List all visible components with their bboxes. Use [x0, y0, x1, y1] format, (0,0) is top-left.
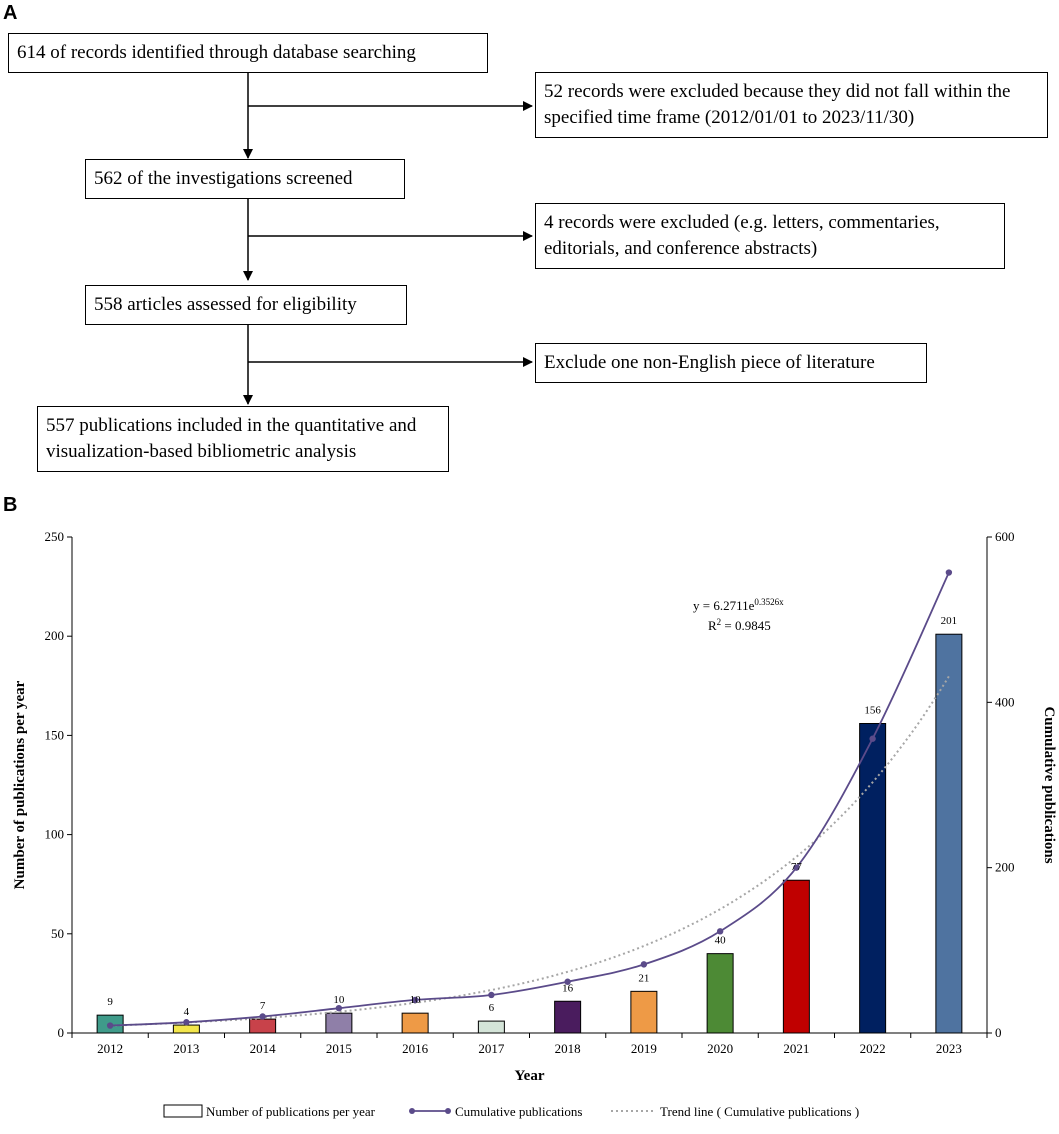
trend-line	[110, 675, 950, 1027]
x-tick-label: 2021	[783, 1041, 809, 1056]
x-tick-label: 2019	[631, 1041, 657, 1056]
bar-data-label: 4	[184, 1006, 190, 1018]
flowchart-arrows	[243, 72, 533, 405]
cumulative-point	[793, 864, 800, 871]
right-tick-label: 600	[995, 529, 1015, 544]
legend-bar-swatch	[163, 1104, 203, 1118]
cumulative-point	[640, 961, 648, 968]
left-tick-label: 200	[45, 628, 65, 643]
legend-line-marker	[409, 1108, 415, 1114]
left-tick-label: 250	[45, 529, 65, 544]
bar-data-label: 10	[333, 994, 345, 1006]
legend-line-label: Cumulative publications	[455, 1104, 582, 1119]
panel-a-label: A	[3, 2, 18, 24]
cumulative-point	[716, 928, 724, 935]
chart-legend: Number of publications per year Cumulativ…	[163, 1104, 859, 1119]
cumulative-point	[945, 569, 953, 576]
x-tick-label: 2012	[97, 1041, 123, 1056]
included-box: 557 publications included in the quantit…	[37, 406, 449, 472]
x-tick-label: 2020	[707, 1041, 733, 1056]
bar-data-label: 21	[638, 972, 649, 984]
x-tick-label: 2017	[478, 1041, 505, 1056]
left-tick-label: 150	[45, 727, 65, 742]
cumulative-point	[564, 978, 571, 985]
cumulative-point	[335, 1005, 343, 1012]
bar	[935, 633, 963, 1034]
bar	[630, 990, 658, 1034]
cumulative-point	[183, 1019, 190, 1026]
legend-line-marker	[445, 1108, 451, 1114]
cumulative-point	[411, 996, 419, 1004]
bar	[172, 1024, 200, 1034]
bar	[782, 879, 810, 1034]
legend-bar-label: Number of publications per year	[206, 1104, 376, 1119]
cumulative-line	[110, 572, 950, 1027]
x-tick-label: 2016	[402, 1041, 429, 1056]
bar-data-label: 10	[410, 994, 422, 1006]
right-tick-label: 200	[995, 860, 1015, 875]
identified-box: 614 of records identified through databa…	[8, 33, 488, 73]
right-tick-label: 0	[995, 1025, 1002, 1040]
bar	[249, 1018, 277, 1034]
bar-data-label: 40	[715, 935, 727, 947]
bar-data-label: 201	[941, 615, 958, 627]
panel-b-label: B	[3, 494, 18, 516]
x-tick-label: 2022	[860, 1041, 886, 1056]
trend-r-squared: R2 = 0.9845	[708, 617, 771, 633]
bar	[554, 1000, 582, 1034]
excluded-language-box: Exclude one non-English piece of literat…	[535, 343, 927, 383]
x-tick-label: 2023	[936, 1041, 962, 1056]
excluded-time-box: 52 records were excluded because they di…	[535, 72, 1048, 138]
x-tick-label: 2014	[250, 1041, 277, 1056]
x-tick-label: 2015	[326, 1041, 352, 1056]
x-axis-title: Year	[515, 1068, 545, 1084]
assessed-box: 558 articles assessed for eligibility	[85, 285, 407, 325]
y2-axis-title: Cumulative publications	[1041, 706, 1057, 863]
bar	[706, 953, 734, 1034]
bar-data-label: 156	[864, 704, 881, 716]
right-tick-label: 400	[995, 694, 1015, 709]
bar	[859, 722, 887, 1034]
left-tick-label: 100	[45, 827, 65, 842]
bar	[325, 1012, 353, 1034]
left-tick-label: 0	[58, 1025, 65, 1040]
cumulative-point	[869, 735, 876, 742]
excluded-type-box: 4 records were excluded (e.g. letters, c…	[535, 203, 1005, 269]
bar-data-label: 7	[260, 1000, 266, 1012]
bar-data-label: 6	[489, 1002, 495, 1014]
cumulative-point	[259, 1013, 266, 1020]
bar	[477, 1020, 505, 1034]
left-tick-label: 50	[51, 926, 64, 941]
screened-box: 562 of the investigations screened	[85, 159, 405, 199]
legend-trend-label: Trend line ( Cumulative publications )	[660, 1104, 859, 1119]
trend-equation: y = 6.2711e0.3526x	[693, 597, 784, 613]
x-tick-label: 2018	[555, 1041, 581, 1056]
bar-data-label: 9	[107, 996, 113, 1008]
bar-data-label: 77	[791, 861, 803, 873]
cumulative-point	[488, 991, 495, 999]
x-tick-label: 2013	[173, 1041, 199, 1056]
cumulative-point	[106, 1022, 114, 1029]
bar-data-label: 16	[562, 982, 574, 994]
y-axis-title: Number of publications per year	[12, 680, 28, 889]
bar	[401, 1012, 429, 1034]
